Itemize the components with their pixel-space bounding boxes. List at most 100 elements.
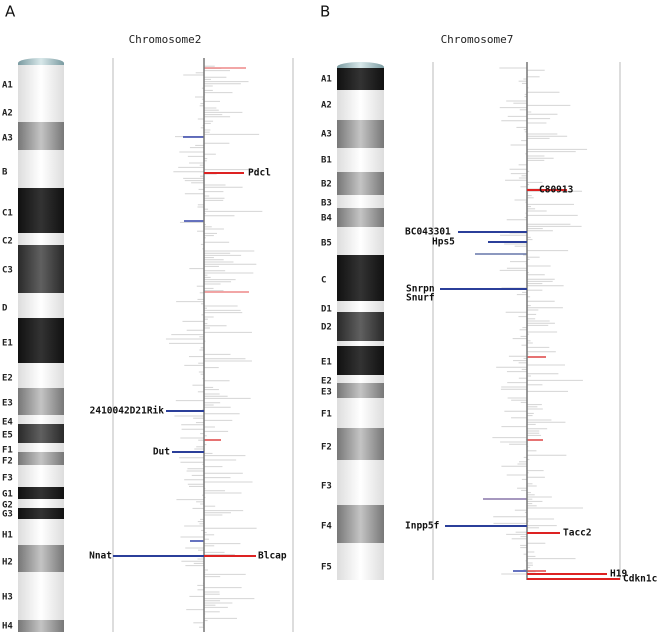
chromosome-band [18, 150, 64, 188]
chromosome-band [337, 195, 384, 208]
gene-label: Dut [153, 447, 170, 458]
band-label: A1 [2, 81, 13, 91]
gene-label: Snurf [406, 293, 435, 304]
panel: A Chromosome2 A1 A2 A3 B C1 C2 C3 D E1 E2 E3 E4 E5 F1F2… [2, 3, 294, 632]
chromosome-band [337, 90, 384, 120]
chromosome-band [18, 98, 64, 122]
band-label: F2 [321, 443, 332, 453]
band-label: E4 [2, 418, 13, 428]
chromosome-title: Chromosome2 [129, 33, 202, 46]
chromosome-band [337, 120, 384, 148]
chromosome-band [337, 398, 384, 428]
chromosome-band [18, 415, 64, 424]
gene-label: Tacc2 [563, 528, 592, 539]
band-label: B5 [321, 239, 332, 249]
band-label: G2 [2, 501, 13, 511]
band-label: A1 [321, 75, 332, 85]
chromosome-band [18, 122, 64, 150]
band-label: E2 [321, 377, 332, 387]
band-label: E1 [321, 358, 332, 368]
chromosome-band [18, 293, 64, 318]
gene-label: Cdkn1c [623, 574, 657, 585]
gene-label: Nnat [89, 551, 112, 562]
band-label: E5 [2, 431, 13, 441]
band-label: F3 [321, 482, 332, 492]
chromosome-band [337, 255, 384, 301]
chromosome-band [18, 487, 64, 499]
gene-label: Blcap [258, 551, 287, 562]
chromosome-band [18, 363, 64, 388]
chromosome-band [18, 572, 64, 620]
chromosome-band [337, 227, 384, 255]
band-label: F5 [321, 563, 332, 573]
chromosome-band [18, 545, 64, 572]
chromosome-band [18, 443, 64, 452]
band-label: A2 [2, 109, 13, 119]
band-label: B [2, 168, 8, 178]
chromosome-band [18, 508, 64, 519]
gene-label: BC043301 [405, 227, 451, 238]
gene-label: Pdcl [248, 168, 271, 179]
chromosome-band [337, 505, 384, 543]
band-label: E2 [2, 374, 13, 384]
band-label: D1 [321, 305, 332, 315]
chromosome-band [18, 452, 64, 465]
chromosome-band [18, 318, 64, 363]
band-label: A2 [321, 101, 332, 111]
chromosome-band [18, 499, 64, 508]
panel-label: B [320, 3, 330, 21]
gene-label: Inpp5f [405, 521, 440, 532]
chromosome-band [337, 460, 384, 505]
band-label: C [321, 276, 326, 286]
chromosome-tip [337, 572, 384, 580]
band-label: B3 [321, 199, 332, 209]
band-label: F1 [2, 446, 13, 456]
chromosome-tip [18, 624, 64, 632]
band-label: C3 [2, 266, 13, 276]
band-label: F4 [321, 522, 332, 532]
chromosome-band [18, 245, 64, 293]
band-label: E3 [321, 388, 332, 398]
band-label: D [2, 304, 8, 314]
band-label: E3 [2, 399, 13, 409]
band-label: B1 [321, 156, 332, 166]
band-label: G1 [2, 490, 13, 500]
chromosome-band [18, 465, 64, 487]
chromosome-band [337, 428, 384, 460]
chromosome-band [337, 148, 384, 172]
panel-label: A [5, 3, 16, 21]
chromosome-band [337, 301, 384, 312]
chromosome-band [18, 424, 64, 443]
chromosome-band [337, 375, 384, 383]
band-label: C1 [2, 209, 13, 219]
chromosome-band [337, 341, 384, 346]
chromosome-band [18, 233, 64, 245]
band-label: G3 [2, 510, 13, 520]
band-label: E1 [2, 339, 13, 349]
chromosome-band [337, 208, 384, 227]
chromosome-band [337, 312, 384, 341]
band-label: D2 [321, 323, 332, 333]
gene-label: C80913 [539, 185, 574, 196]
band-label: B2 [321, 180, 332, 190]
chromosome-band [18, 519, 64, 545]
chromosome-band [337, 172, 384, 195]
band-label: A3 [2, 134, 13, 144]
band-label: B4 [321, 214, 332, 224]
gene-label: Hps5 [432, 237, 455, 248]
band-label: H3 [2, 593, 13, 603]
chromosome-band [18, 388, 64, 415]
band-label: H2 [2, 558, 13, 568]
chromosome-band [18, 65, 64, 98]
gene-label: H19 [610, 569, 627, 580]
chromosome-band [337, 68, 384, 90]
gene-label: Snrpn [406, 284, 435, 295]
chromosome-band [337, 346, 384, 375]
band-label: F2 [2, 457, 13, 467]
band-label: F3 [2, 474, 13, 484]
band-label: A3 [321, 130, 332, 140]
band-label: H4 [2, 622, 13, 632]
chromosome-band [337, 383, 384, 398]
band-label: F1 [321, 410, 332, 420]
